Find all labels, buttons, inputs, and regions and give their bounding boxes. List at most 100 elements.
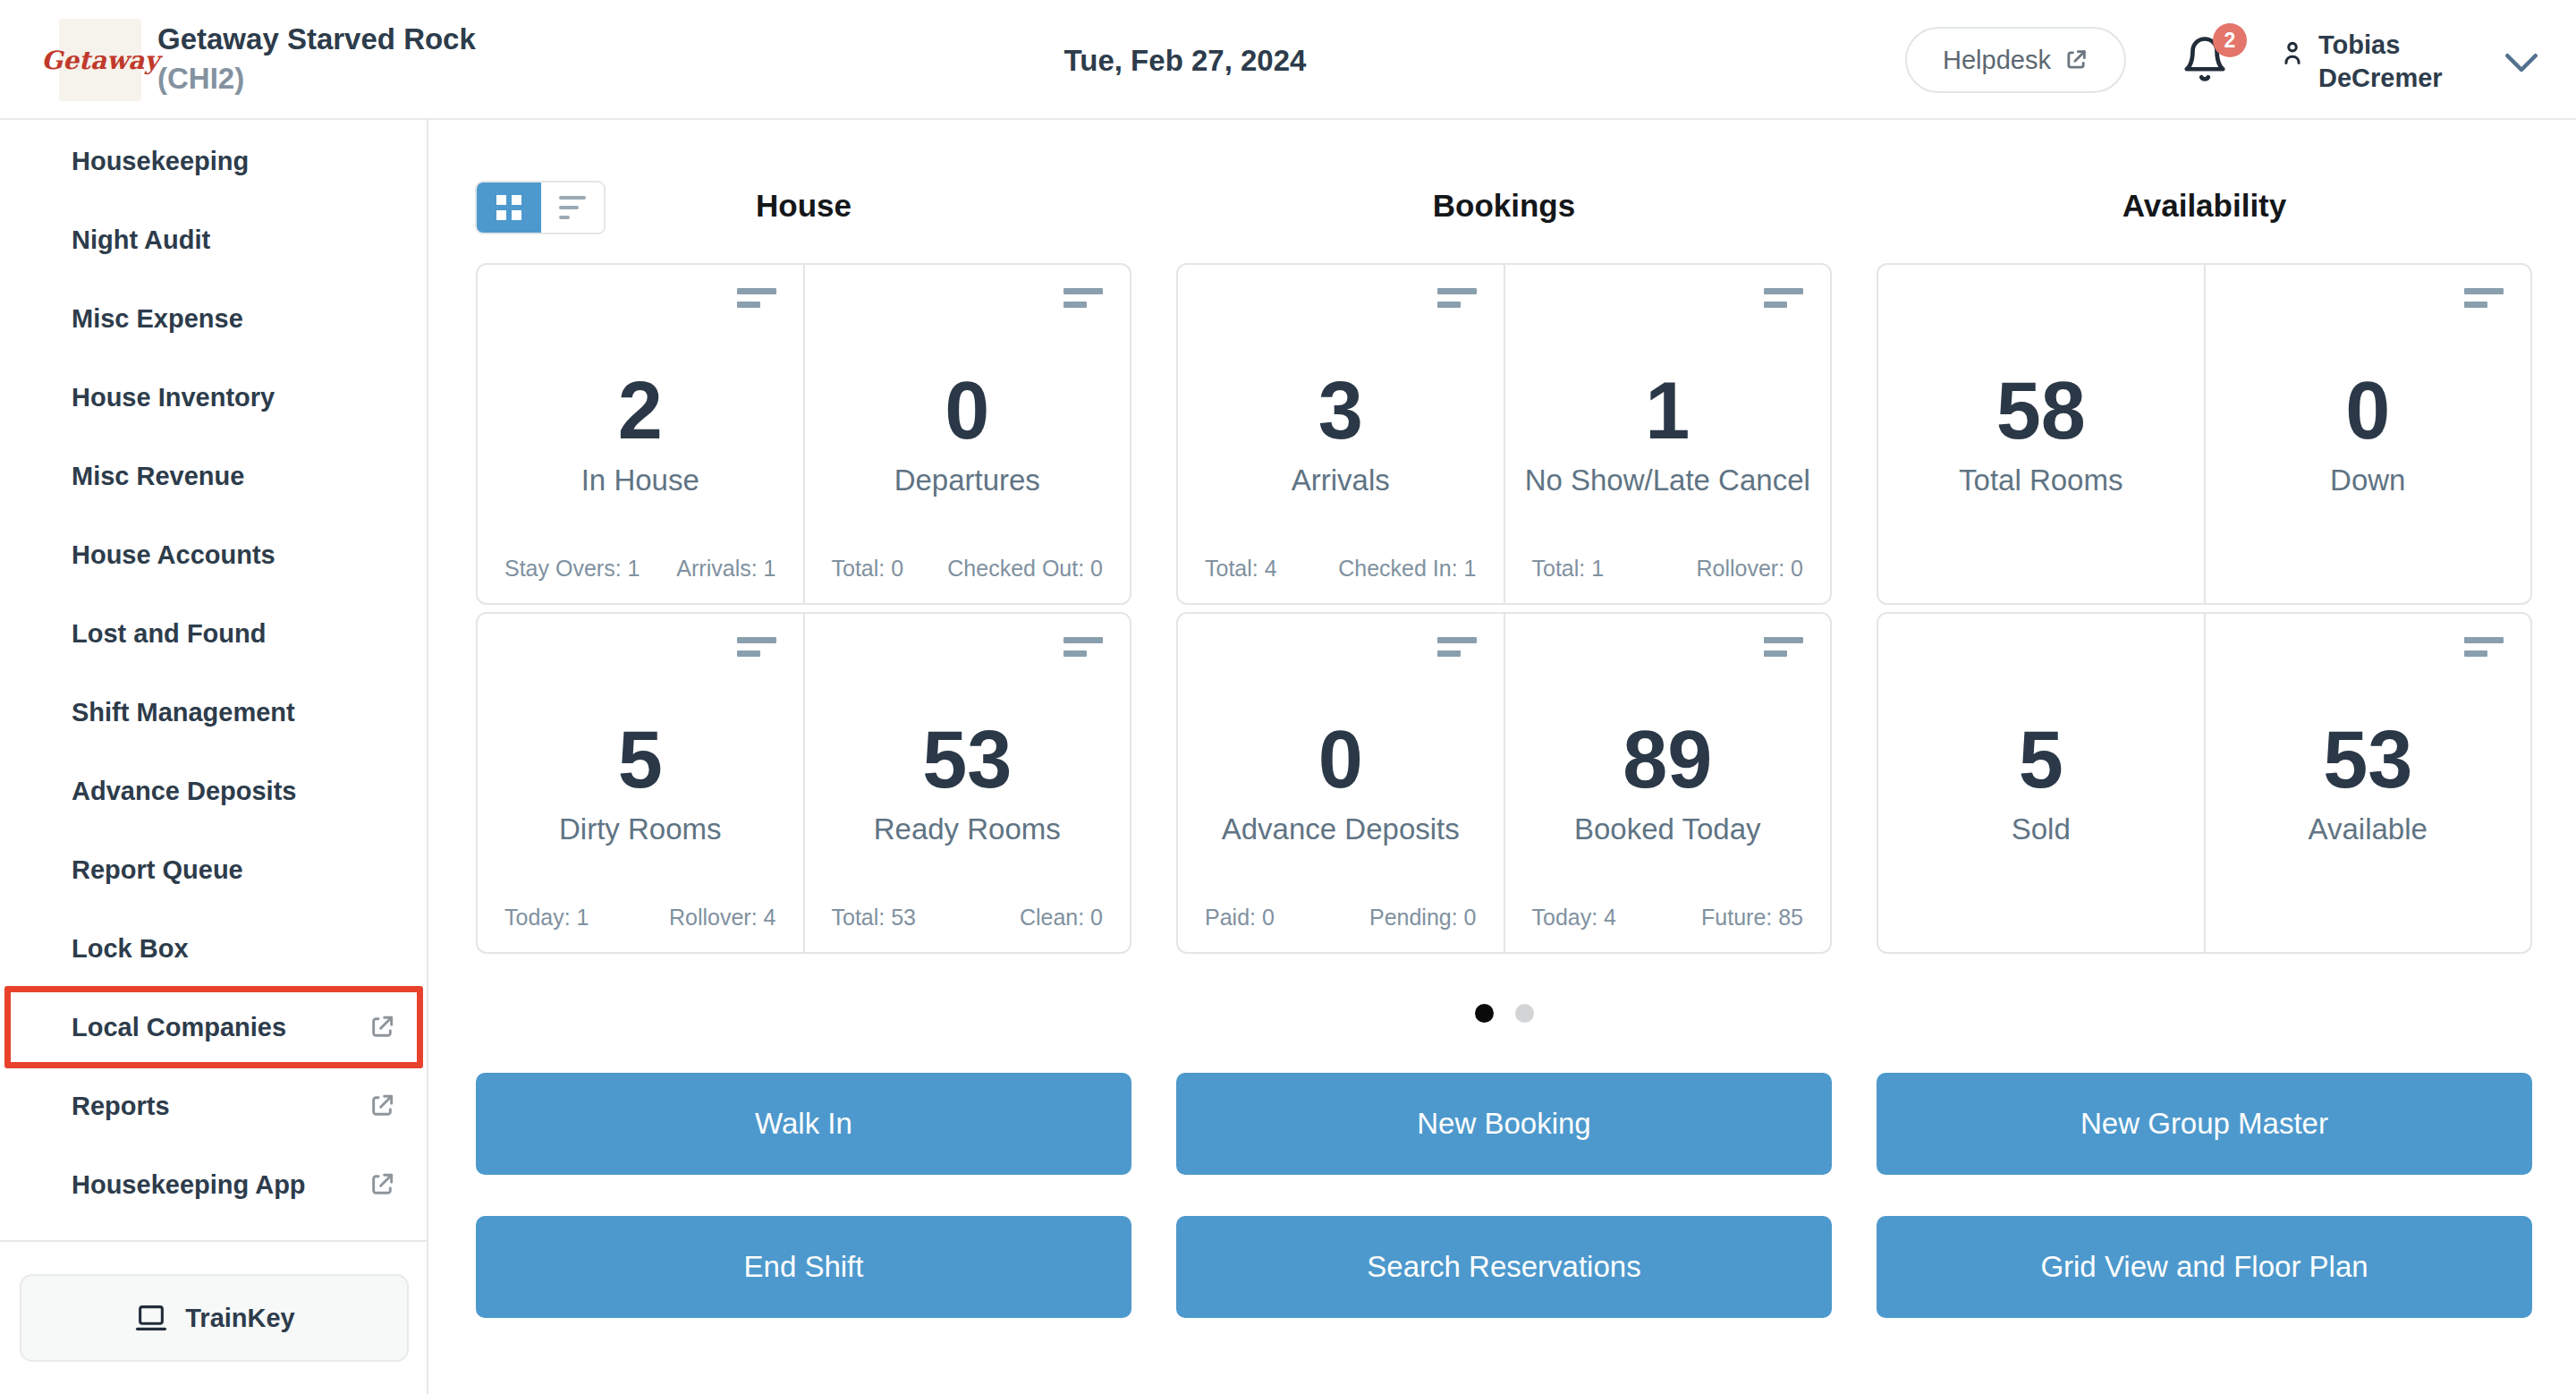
new-group-master-button[interactable]: New Group Master [1877, 1073, 2532, 1175]
stat-label: Advance Deposits [1178, 813, 1504, 846]
sidebar-item-reports[interactable]: Reports [0, 1067, 427, 1145]
stat-card-arrivals[interactable]: 3 Arrivals Total: 4Checked In: 1 [1178, 265, 1504, 603]
sidebar-item-house-accounts[interactable]: House Accounts [0, 515, 427, 594]
substat-right: Rollover: 0 [1697, 556, 1804, 582]
external-link-icon [368, 1013, 396, 1041]
sidebar-item-label: Report Queue [72, 855, 396, 885]
sidebar-item-report-queue[interactable]: Report Queue [0, 830, 427, 909]
sidebar-item-lock-box[interactable]: Lock Box [0, 909, 427, 988]
stat-substats: Today: 4 Future: 85 [1532, 905, 1804, 931]
stat-label: Departures [805, 464, 1131, 497]
stat-card-advance-deposits[interactable]: 0Advance DepositsPaid: 0Pending: 0 [1178, 614, 1504, 952]
substat-right: Future: 85 [1701, 905, 1803, 931]
sidebar-item-misc-revenue[interactable]: Misc Revenue [0, 437, 427, 515]
new-booking-button[interactable]: New Booking [1176, 1073, 1832, 1175]
stat-card-booked-today[interactable]: 89Booked TodayToday: 4Future: 85 [1504, 614, 1831, 952]
card-menu-icon[interactable] [2464, 637, 2504, 657]
notifications-button[interactable]: 2 [2181, 34, 2238, 91]
stat-label: Ready Rooms [805, 813, 1131, 846]
stat-label: Total Rooms [1878, 464, 2204, 497]
end-shift-button[interactable]: End Shift [476, 1216, 1131, 1318]
card-menu-icon[interactable] [737, 637, 776, 657]
stat-card-total-rooms[interactable]: 58 Total Rooms [1878, 265, 2204, 603]
card-menu-icon[interactable] [1063, 288, 1103, 308]
stat-card-ready-rooms[interactable]: 53Ready RoomsTotal: 53Clean: 0 [803, 614, 1131, 952]
pagination-dots [476, 1004, 2532, 1023]
stat-label: Available [2206, 813, 2531, 846]
card-menu-icon[interactable] [1764, 288, 1803, 308]
sidebar-item-local-companies[interactable]: Local Companies [0, 988, 427, 1067]
action-row-1: Walk In New Booking New Group Master [430, 1073, 2576, 1175]
stat-value: 5 [478, 719, 803, 800]
sidebar-item-lost-and-found[interactable]: Lost and Found [0, 594, 427, 673]
stat-value: 3 [1178, 370, 1504, 451]
card-menu-icon[interactable] [1437, 288, 1477, 308]
card-menu-icon[interactable] [2464, 288, 2504, 308]
section-title-bookings: Bookings [1176, 188, 1832, 224]
stat-label: Down [2206, 464, 2531, 497]
trainkey-button[interactable]: TrainKey [20, 1274, 409, 1362]
grid-view-and-floor-plan-button[interactable]: Grid View and Floor Plan [1877, 1216, 2532, 1318]
section-title-availability: Availability [1877, 188, 2532, 224]
card-row: 3ArrivalsTotal: 4Checked In: 11No Show/L… [1176, 263, 1832, 605]
stat-card-no-show-late-cancel[interactable]: 1No Show/Late CancelTotal: 1Rollover: 0 [1504, 265, 1831, 603]
card-menu-icon[interactable] [1437, 637, 1477, 657]
card-row: 5Sold53Available [1877, 612, 2532, 954]
sidebar-item-label: House Inventory [72, 383, 396, 412]
stat-substats: Total: 4Checked In: 1 [1205, 556, 1477, 582]
current-date: Tue, Feb 27, 2024 [1029, 44, 1342, 78]
pagination-dot-2[interactable] [1515, 1004, 1534, 1023]
search-reservations-button[interactable]: Search Reservations [1176, 1216, 1832, 1318]
stat-card-departures[interactable]: 0DeparturesTotal: 0Checked Out: 0 [803, 265, 1131, 603]
stat-card-down[interactable]: 0 Down [2204, 265, 2531, 603]
card-menu-icon[interactable] [1063, 637, 1103, 657]
section-titles: HouseBookingsAvailability [430, 188, 2576, 224]
sidebar-item-night-audit[interactable]: Night Audit [0, 200, 427, 279]
card-row: 2In HouseStay Overs: 1Arrivals: 10Depart… [476, 263, 1131, 605]
stat-label: Arrivals [1178, 464, 1504, 497]
stat-card-available[interactable]: 53Available [2204, 614, 2531, 952]
stat-card-sold[interactable]: 5Sold [1878, 614, 2204, 952]
sidebar-item-label: House Accounts [72, 540, 396, 570]
stat-substats: Total: 1Rollover: 0 [1532, 556, 1804, 582]
stat-card-dirty-rooms[interactable]: 5 Dirty Rooms Today: 1 Rollover: 4 [478, 614, 803, 952]
card-menu-icon[interactable] [737, 288, 776, 308]
trainkey-label: TrainKey [185, 1304, 295, 1333]
stat-value: 0 [1178, 719, 1504, 800]
helpdesk-button[interactable]: Helpdesk [1905, 27, 2126, 93]
substat-right: Rollover: 4 [669, 905, 776, 931]
property-code: (CHI2) [157, 59, 476, 98]
sidebar-item-label: Housekeeping App [72, 1170, 368, 1200]
pagination-dot-1[interactable] [1475, 1004, 1494, 1023]
sidebar-item-label: Housekeeping [72, 147, 396, 176]
stat-card-in-house[interactable]: 2In HouseStay Overs: 1Arrivals: 1 [478, 265, 803, 603]
substat-left: Stay Overs: 1 [504, 556, 640, 582]
external-link-icon [368, 1092, 396, 1120]
stat-label: Sold [1878, 813, 2204, 846]
sidebar-item-housekeeping[interactable]: Housekeeping [0, 122, 427, 200]
stat-label: Dirty Rooms [478, 813, 803, 846]
user-menu[interactable]: Tobias DeCremer [2277, 29, 2443, 95]
card-menu-icon[interactable] [1764, 637, 1803, 657]
sidebar-item-misc-expense[interactable]: Misc Expense [0, 279, 427, 358]
walk-in-button[interactable]: Walk In [476, 1073, 1131, 1175]
chevron-down-icon[interactable] [2503, 50, 2540, 77]
substat-left: Today: 1 [504, 905, 589, 931]
external-link-icon [368, 1170, 396, 1199]
stat-value: 0 [2206, 370, 2531, 451]
substat-right: Pending: 0 [1369, 905, 1477, 931]
sidebar-item-housekeeping-app[interactable]: Housekeeping App [0, 1145, 427, 1224]
sidebar-item-shift-management[interactable]: Shift Management [0, 673, 427, 752]
sidebar: Housekeeping Night Audit Misc Expense House… [0, 120, 428, 1394]
stat-value: 58 [1878, 370, 2204, 451]
stat-value: 1 [1505, 370, 1831, 451]
substat-right: Clean: 0 [1020, 905, 1103, 931]
sidebar-item-house-inventory[interactable]: House Inventory [0, 358, 427, 437]
sidebar-item-advance-deposits[interactable]: Advance Deposits [0, 752, 427, 830]
helpdesk-label: Helpdesk [1943, 46, 2051, 75]
stat-sections: 2In HouseStay Overs: 1Arrivals: 10Depart… [430, 263, 2576, 961]
substat-left: Today: 4 [1532, 905, 1617, 931]
sidebar-item-label: Lost and Found [72, 619, 396, 649]
sidebar-item-label: Misc Expense [72, 304, 396, 334]
user-first-name: Tobias [2318, 29, 2443, 62]
